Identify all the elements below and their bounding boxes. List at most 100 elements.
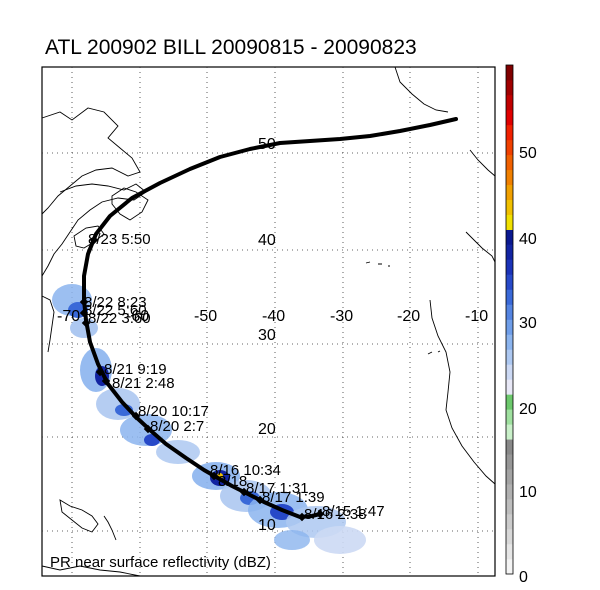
colorbar-segment xyxy=(506,139,513,156)
colorbar-segment xyxy=(506,469,513,485)
track-label: 8/20 2:7 xyxy=(150,418,204,435)
coast-europe xyxy=(469,149,496,177)
colorbar-segment xyxy=(506,259,513,275)
track-label: 8/22 8:23 xyxy=(84,294,147,311)
colorbar-segment xyxy=(506,364,513,380)
colorbar-segment xyxy=(506,109,513,126)
colorbar-segment xyxy=(506,274,513,290)
rain-cell xyxy=(70,318,98,338)
track-label: 8/22 3:60 xyxy=(88,310,151,327)
colorbar-segment xyxy=(506,529,513,545)
colorbar-segment xyxy=(506,424,513,440)
colorbar-segment xyxy=(506,124,513,141)
lon-label-50: -50 xyxy=(194,308,217,325)
track-marker xyxy=(101,376,111,386)
track-marker xyxy=(255,495,265,505)
lon-label-10: -10 xyxy=(465,308,488,325)
lat-labels: 50 40 30 20 10 xyxy=(258,136,276,534)
colorbar-frame xyxy=(505,64,514,575)
colorbar-tick-40: 40 xyxy=(519,231,537,248)
track-label: 8/17 1:31 xyxy=(246,480,309,497)
track-label: 8/18 xyxy=(218,473,247,490)
colorbar-segment xyxy=(506,169,513,186)
colorbar-segment xyxy=(506,334,513,350)
lon-label-70: -70 xyxy=(57,308,80,325)
graticule xyxy=(42,67,495,576)
track-marker xyxy=(297,512,307,522)
colorbar-segment xyxy=(506,199,513,216)
lat-label-10: 10 xyxy=(258,517,276,534)
coast-gulf-st-lawrence xyxy=(41,183,147,277)
lat-label-30: 30 xyxy=(258,327,276,344)
lon-label-30: -30 xyxy=(330,308,353,325)
track-label: 8/16 10:34 xyxy=(210,462,281,479)
colorbar-segment xyxy=(506,244,513,260)
colorbar-segment xyxy=(506,454,513,470)
coast-lesser-antilles xyxy=(103,515,117,541)
colorbar-segment xyxy=(506,514,513,530)
coast-labrador-quebec xyxy=(41,107,141,215)
lat-label-50: 50 xyxy=(258,136,276,153)
colorbar-segment xyxy=(506,559,513,575)
coast-us-east xyxy=(41,295,55,353)
track-marker xyxy=(79,308,89,318)
colorbar-segment xyxy=(506,544,513,560)
colorbar-segment xyxy=(506,154,513,171)
colorbar-segment xyxy=(506,484,513,500)
colorbar-tick-0: 0 xyxy=(519,569,528,586)
reflectivity-footer-label: PR near surface reflectivity (dBZ) xyxy=(50,554,271,571)
track-marker xyxy=(89,235,99,245)
coast-iberia xyxy=(465,231,496,263)
track-label: 8/23 5:50 xyxy=(88,231,151,248)
colorbar-segment xyxy=(506,184,513,201)
colorbar-tick-10: 10 xyxy=(519,484,537,501)
rain-cell xyxy=(274,530,310,550)
track-label: 8/21 2:48 xyxy=(112,375,175,392)
rain-cell xyxy=(314,526,366,554)
colorbar-segment xyxy=(506,65,513,81)
colorbar-segment xyxy=(506,349,513,365)
map-title: ATL 200902 BILL 20090815 - 20090823 xyxy=(45,36,417,59)
coast-west-africa xyxy=(429,299,496,485)
coast-azores xyxy=(365,261,390,267)
colorbar-tick-20: 20 xyxy=(519,401,537,418)
track-label: 8/16 2:38 xyxy=(304,506,367,523)
lon-label-60: -60 xyxy=(126,308,149,325)
colorbar-tick-labels: 50 40 30 20 10 0 xyxy=(519,145,537,586)
lon-label-20: -20 xyxy=(397,308,420,325)
track-marker xyxy=(209,471,219,481)
coast-canary xyxy=(427,350,441,355)
colorbar-segment xyxy=(506,229,513,245)
track-label: 8/15 1:47 xyxy=(322,503,385,520)
colorbar-tick-30: 30 xyxy=(519,315,537,332)
coast-south-america xyxy=(41,565,141,577)
coast-greenland xyxy=(394,66,449,113)
track-markers xyxy=(79,235,325,522)
colorbar-segment xyxy=(506,289,513,305)
track-marker xyxy=(239,487,249,497)
colorbar-segment xyxy=(506,379,513,395)
track-label: 8/17 1:39 xyxy=(262,489,325,506)
reflectivity-colorbar xyxy=(506,65,513,575)
colorbar-segment xyxy=(506,499,513,515)
coastlines xyxy=(41,66,496,577)
lon-label-40: -40 xyxy=(262,308,285,325)
track-marker xyxy=(79,297,89,307)
track-marker xyxy=(131,411,141,421)
track-labels: 8/23 5:50 8/22 8:23 8/22 3:60 8/22 5:60 … xyxy=(84,231,385,523)
track-label: 8/22 5:60 xyxy=(84,302,147,319)
track-label: 8/21 9:19 xyxy=(104,361,167,378)
colorbar-segment xyxy=(506,79,513,96)
coast-nova-scotia xyxy=(73,225,105,249)
track-marker xyxy=(143,424,153,434)
colorbar-segment xyxy=(506,394,513,410)
colorbar-segment xyxy=(506,439,513,455)
colorbar-segment xyxy=(506,94,513,111)
track-label: 8/20 10:17 xyxy=(138,403,209,420)
map-frame xyxy=(41,66,496,577)
colorbar-tick-50: 50 xyxy=(519,145,537,162)
lon-labels: -70 -60 -50 -40 -30 -20 -10 xyxy=(57,308,488,325)
colorbar-segment xyxy=(506,214,513,230)
track-marker xyxy=(95,367,105,377)
